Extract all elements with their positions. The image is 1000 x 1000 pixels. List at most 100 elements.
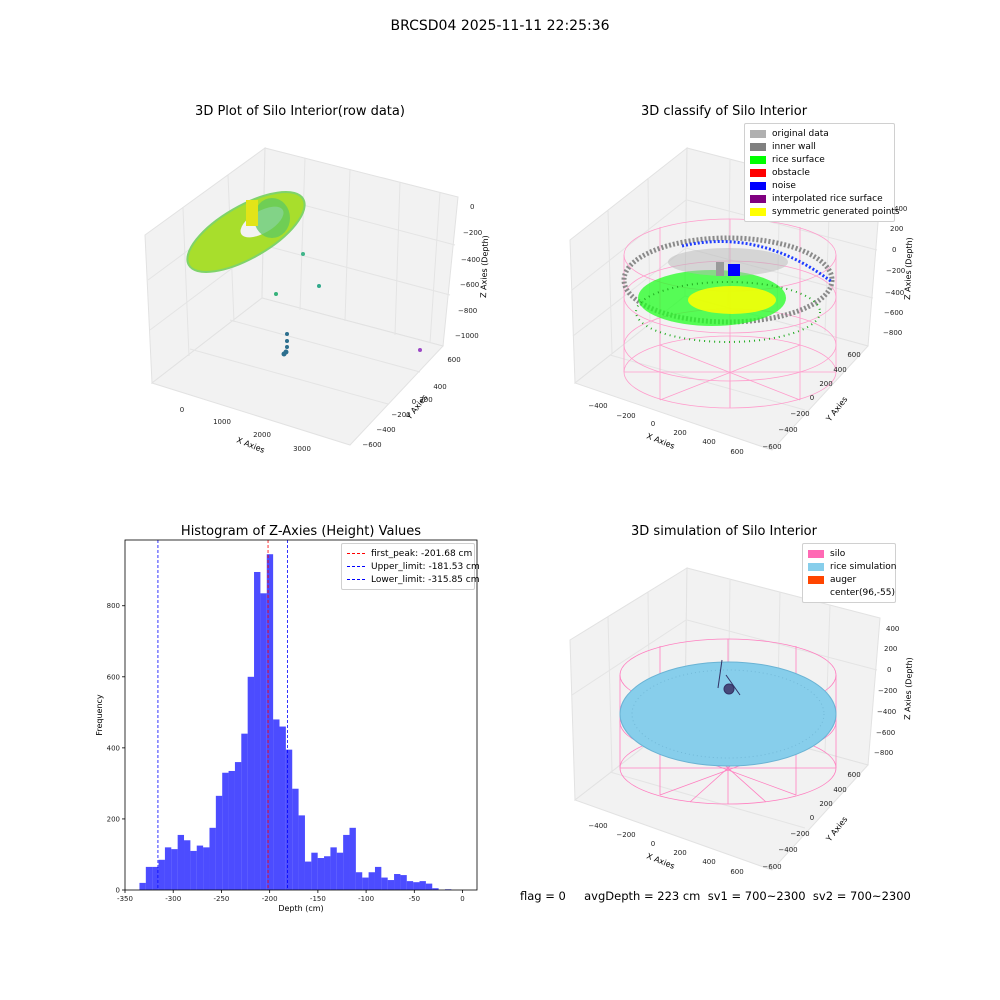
simulation-ztick: 200 <box>884 645 897 653</box>
raw-surface-inner <box>254 198 290 238</box>
histogram-bar <box>164 847 172 890</box>
simulation-3d-plot: −400 −200 0 200 400 600 600 400 200 0 −2… <box>569 567 914 876</box>
raw-point <box>418 348 422 352</box>
histogram-bar <box>260 593 267 890</box>
raw-3d-grid <box>147 157 456 405</box>
histogram-bar <box>425 883 433 890</box>
histogram-xtick-label: -150 <box>310 895 326 903</box>
raw-point <box>317 284 321 288</box>
classify-xlabel: X Axies <box>645 432 676 451</box>
histogram-bar <box>336 852 344 890</box>
classify-wall-band <box>621 235 835 325</box>
histogram-bar <box>203 847 210 890</box>
histogram-xtick-label: -250 <box>213 895 229 903</box>
histogram-bar <box>196 845 204 890</box>
classify-ytick: −400 <box>778 426 797 434</box>
simulation-ytick: −600 <box>762 863 781 871</box>
simulation-ytick: 600 <box>847 771 860 779</box>
raw-surface-yellow <box>246 200 258 226</box>
simulation-rice-texture <box>631 669 825 759</box>
histogram-bar <box>234 762 242 890</box>
raw-ytick: 0 <box>412 398 416 406</box>
histogram-ytick-label: 800 <box>107 602 120 610</box>
histogram-bar <box>330 847 337 890</box>
histogram-bar <box>304 861 312 890</box>
histogram-bar <box>158 859 165 890</box>
legend-swatch <box>750 207 766 216</box>
classify-ztick: −600 <box>884 309 903 317</box>
histogram-bar <box>184 840 191 890</box>
histogram-chart: -350 -300 -250 -200 -150 -100 -50 0 0 200 400 600 8… <box>95 539 478 913</box>
classify-ztick: 0 <box>892 246 896 254</box>
histogram-bar <box>145 866 153 890</box>
legend-entry-original-data: original data <box>750 127 889 140</box>
legend-entry-symmetric: symmetric generated points <box>750 205 900 218</box>
histogram-yticks: 0 200 400 600 800 <box>107 602 125 895</box>
classify-original-top <box>668 248 788 276</box>
histogram-ylabel: Frequency <box>95 694 104 736</box>
simulation-zlabel: Z Axies (Depth) <box>903 657 914 720</box>
raw-ytick: 200 <box>419 396 432 404</box>
legend-entry-auger: auger <box>808 573 890 586</box>
histogram-bar <box>368 872 375 890</box>
legend-entry-rice-simulation: rice simulation <box>808 560 896 573</box>
histogram-bar <box>349 827 356 890</box>
classify-xtick: 600 <box>730 448 743 456</box>
histogram-bar <box>279 726 286 890</box>
histogram-bar <box>247 676 255 890</box>
legend-swatch <box>750 168 766 177</box>
histogram-ytick-label: 400 <box>107 744 120 752</box>
histogram-bar <box>387 880 395 890</box>
classify-noise-arc <box>681 240 833 284</box>
histogram-ref-lines <box>157 540 288 890</box>
classify-surface-dots <box>635 281 821 343</box>
legend-swatch <box>750 194 766 203</box>
histogram-xtick-label: -350 <box>117 895 133 903</box>
status-footer: flag = 0 avgDepth = 223 cm sv1 = 700~230… <box>520 889 911 903</box>
histogram-xtick-label: 0 <box>460 895 464 903</box>
legend-swatch <box>750 142 766 151</box>
histogram-bar <box>355 872 363 890</box>
classify-points <box>621 235 835 343</box>
legend-entry-upper-limit: Upper_limit: -181.53 cm <box>347 560 480 573</box>
raw-xtick: 2000 <box>253 431 271 439</box>
classify-ztick: −800 <box>883 329 902 337</box>
histogram-bar <box>400 875 407 890</box>
raw-3d-plot: 0 1000 2000 3000 600 400 200 0 −200 −400… <box>144 147 490 455</box>
classify-xtick: 0 <box>651 420 655 428</box>
simulation-auger <box>717 659 741 696</box>
classify-ylabel: Y Axies <box>824 395 850 424</box>
simulation-xtick: 400 <box>702 858 715 866</box>
raw-point <box>281 351 287 357</box>
legend-swatch <box>750 155 766 164</box>
histogram-bar <box>209 827 216 890</box>
simulation-ytick: 400 <box>833 786 846 794</box>
histogram-bar <box>266 554 274 890</box>
histogram-bar <box>215 795 223 890</box>
raw-ytick: 600 <box>447 356 460 364</box>
raw-ytick: 400 <box>433 383 446 391</box>
histogram-xtick-label: -200 <box>262 895 278 903</box>
simulation-ytick: −200 <box>790 830 809 838</box>
legend-entry-rice-surface: rice surface <box>750 153 889 166</box>
histogram-bar <box>311 852 318 890</box>
simulation-xtick: 0 <box>651 840 655 848</box>
simulation-ztick: −200 <box>878 687 897 695</box>
legend-swatch <box>750 181 766 190</box>
classify-ytick: −200 <box>790 410 809 418</box>
classify-xtick: −200 <box>616 412 635 420</box>
simulation-ytick: 200 <box>819 800 832 808</box>
legend-entry-inner-wall: inner wall <box>750 140 889 153</box>
simulation-xtick: −200 <box>616 831 635 839</box>
legend-swatch <box>808 549 824 558</box>
histogram-bar <box>222 772 229 890</box>
raw-xtick: 1000 <box>213 418 231 426</box>
raw-point <box>285 332 289 336</box>
histogram-ytick-label: 0 <box>116 887 120 895</box>
classify-xtick: −400 <box>588 402 607 410</box>
histogram-bar <box>298 815 305 890</box>
histogram-ytick-label: 200 <box>107 815 120 823</box>
histogram-bar <box>317 858 325 890</box>
simulation-xtick: 200 <box>673 849 686 857</box>
simulation-xtick: 600 <box>730 868 743 876</box>
